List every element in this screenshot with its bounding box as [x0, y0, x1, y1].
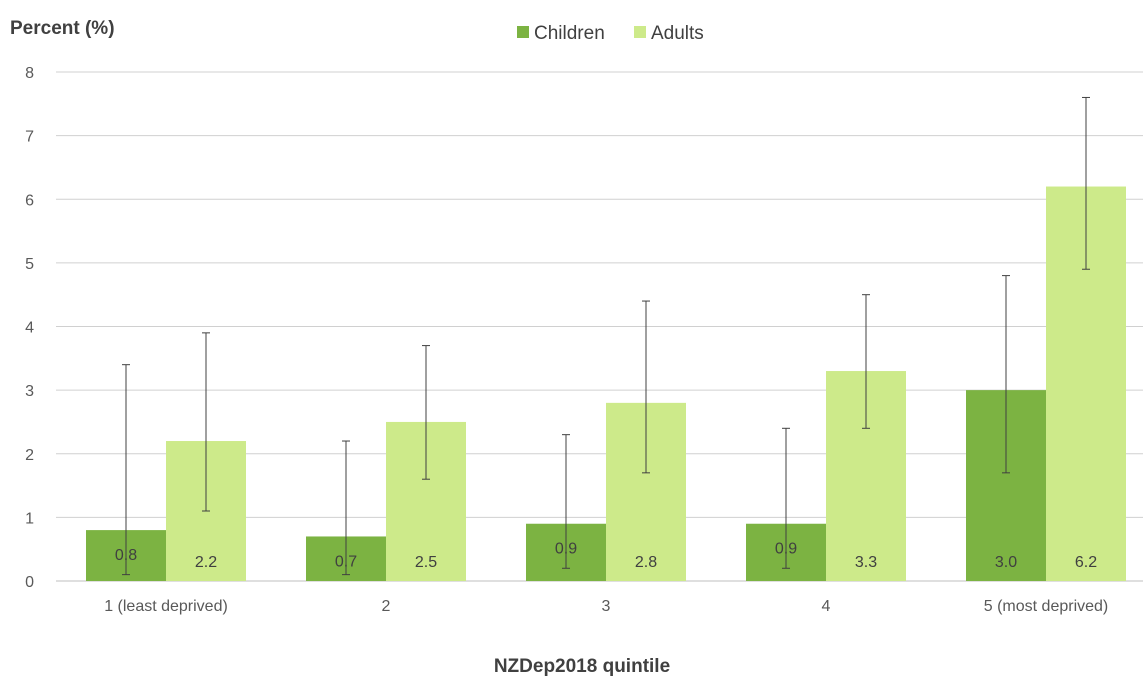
legend: Children Adults [517, 23, 704, 44]
y-tick-label: 6 [25, 192, 34, 209]
x-axis-ticks: 1 (least deprived) 2 3 4 5 (most deprived) [104, 598, 1108, 615]
x-tick-label: 2 [382, 598, 391, 615]
data-label: 6.2 [1075, 554, 1097, 571]
legend-label-adults: Adults [651, 23, 704, 44]
y-tick-label: 0 [25, 574, 34, 591]
y-tick-label: 2 [25, 447, 34, 464]
x-tick-label: 5 (most deprived) [984, 598, 1109, 615]
data-label: 2.8 [635, 554, 657, 571]
data-label: 2.5 [415, 554, 437, 571]
legend-swatch-adults [634, 26, 646, 38]
y-axis-title: Percent (%) [10, 18, 115, 39]
data-label: 0.7 [335, 553, 357, 570]
x-tick-label: 4 [822, 598, 831, 615]
y-tick-label: 5 [25, 256, 34, 273]
data-label: 0.8 [115, 547, 137, 564]
data-label: 3.3 [855, 554, 877, 571]
y-tick-label: 1 [25, 510, 34, 527]
y-tick-label: 4 [25, 320, 34, 337]
data-label: 2.2 [195, 554, 217, 571]
legend-swatch-children [517, 26, 529, 38]
data-label: 3.0 [995, 554, 1017, 571]
data-label: 0.9 [555, 541, 577, 558]
data-labels: 0.8 2.2 0.7 2.5 0.9 2.8 0.9 3.3 3.0 6.2 [115, 541, 1097, 571]
bars [86, 186, 1126, 581]
data-label: 0.9 [775, 541, 797, 558]
x-tick-label: 1 (least deprived) [104, 598, 228, 615]
y-axis-ticks: 0 1 2 3 4 5 6 7 8 [25, 65, 34, 591]
y-tick-label: 3 [25, 383, 34, 400]
y-tick-label: 8 [25, 65, 34, 82]
error-bars [122, 96, 1090, 576]
x-axis-title: NZDep2018 quintile [494, 656, 670, 677]
x-tick-label: 3 [602, 598, 611, 615]
y-tick-label: 7 [25, 129, 34, 146]
legend-label-children: Children [534, 23, 605, 44]
